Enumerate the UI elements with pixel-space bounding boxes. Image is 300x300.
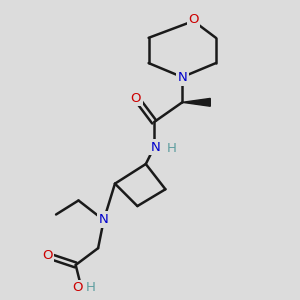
Text: O: O xyxy=(72,281,82,295)
Text: H: H xyxy=(85,281,95,295)
Text: N: N xyxy=(177,71,187,84)
Text: N: N xyxy=(98,213,108,226)
Text: H: H xyxy=(167,142,176,155)
Text: O: O xyxy=(131,92,141,105)
Polygon shape xyxy=(182,98,210,106)
Text: N: N xyxy=(151,141,160,154)
Text: O: O xyxy=(42,249,52,262)
Text: O: O xyxy=(188,13,199,26)
